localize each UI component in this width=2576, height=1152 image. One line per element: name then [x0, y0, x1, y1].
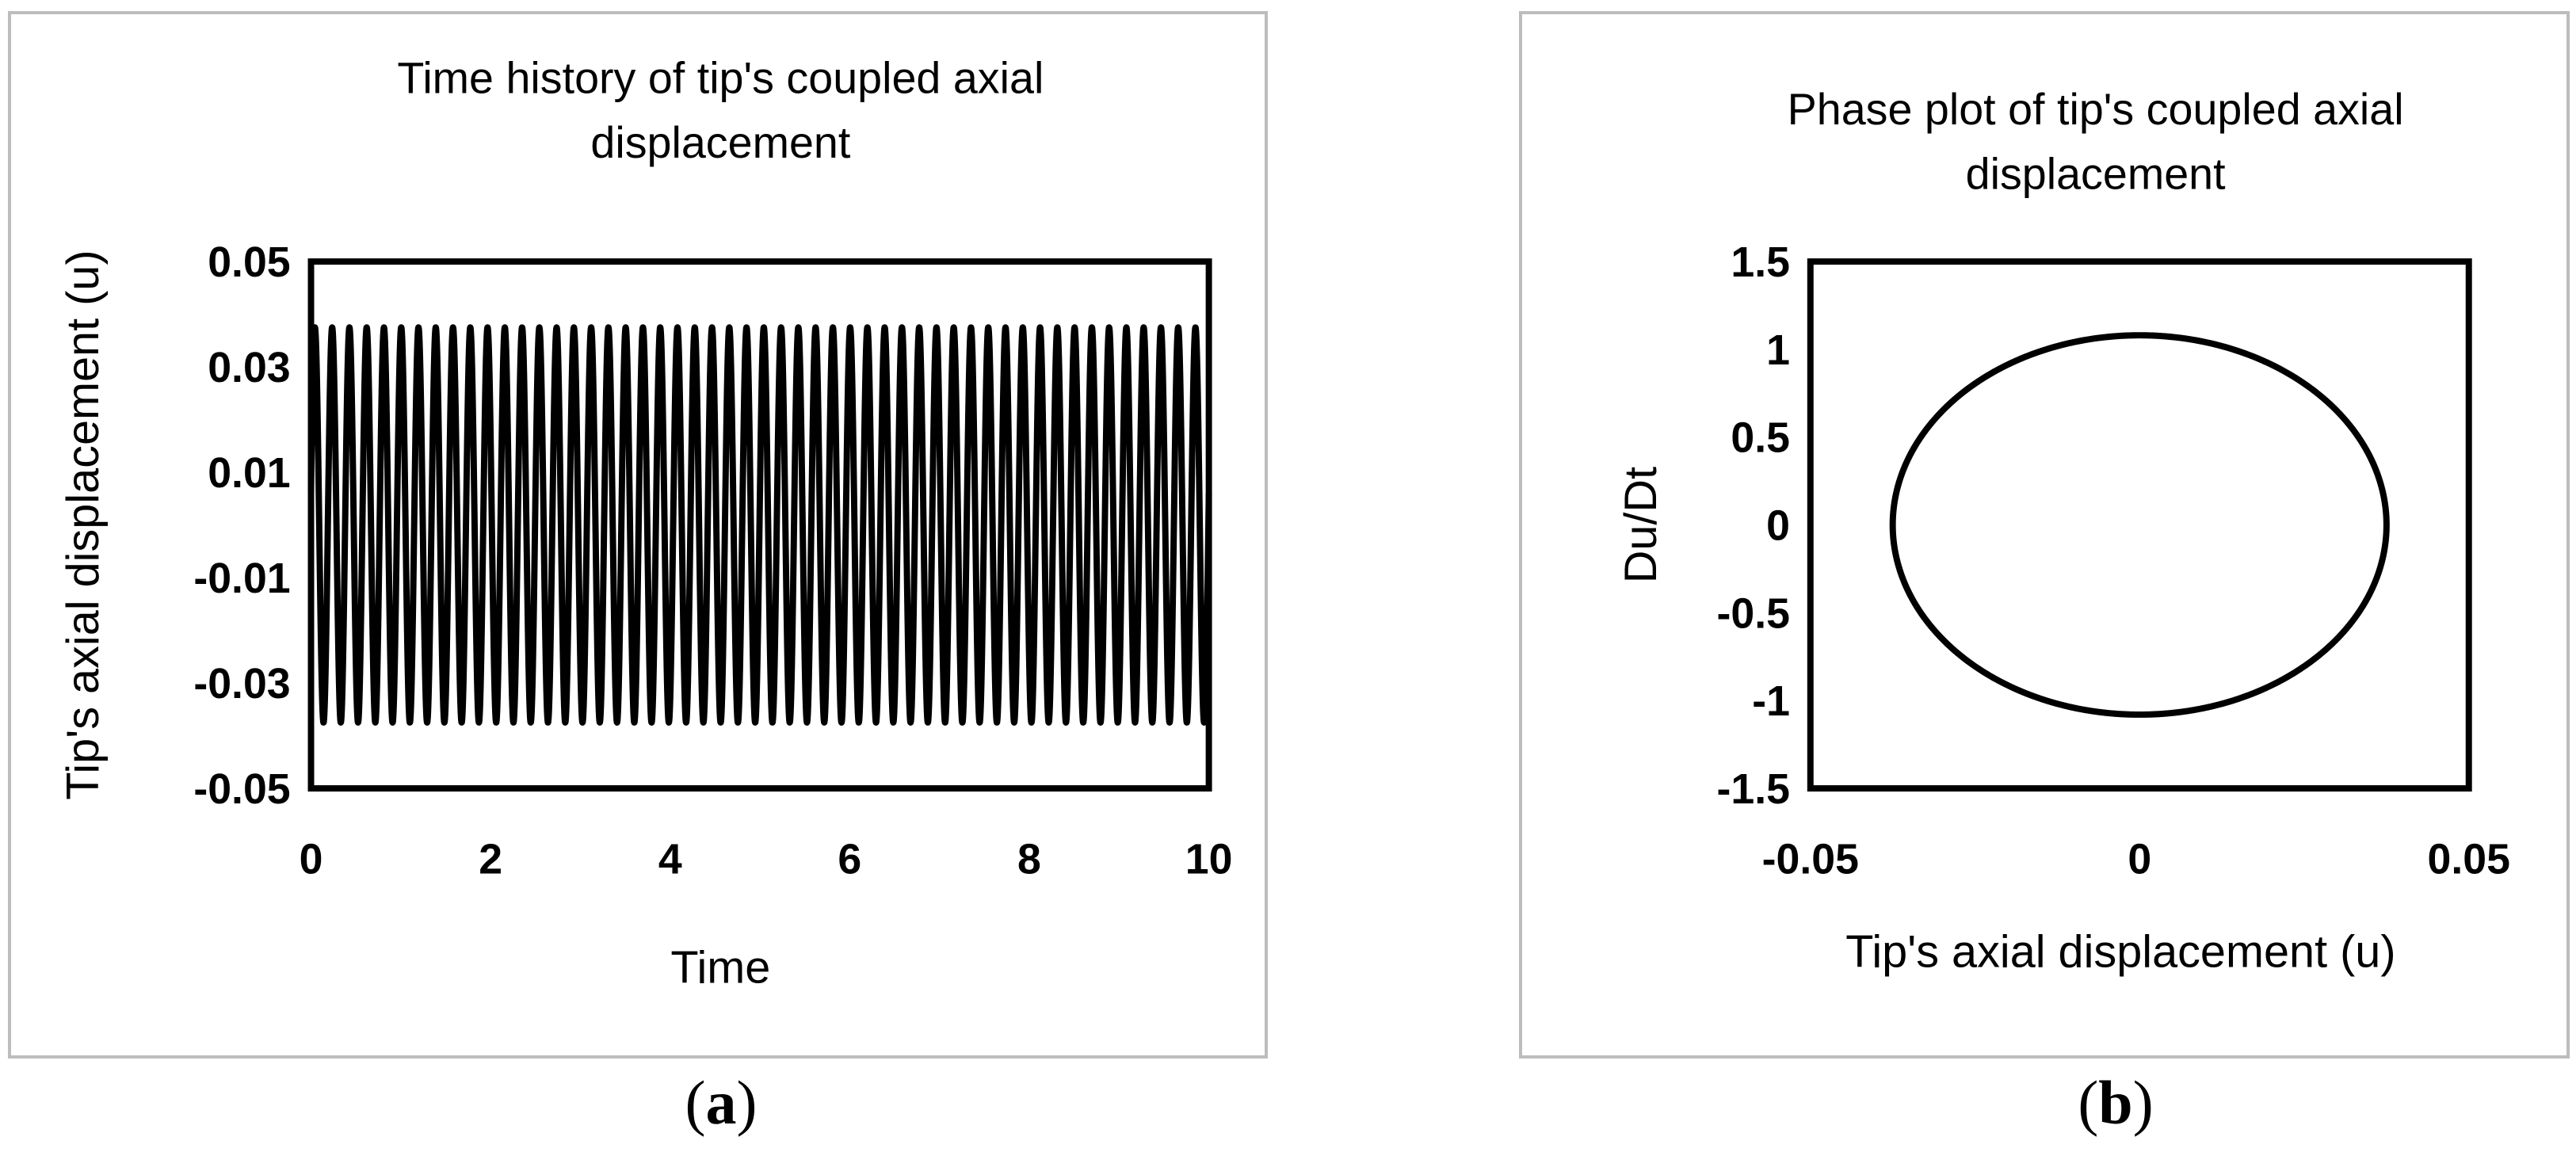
x-tick-label: 0: [300, 835, 323, 883]
y-tick-label: 0.01: [208, 449, 290, 497]
y-tick-label: -0.05: [193, 765, 290, 813]
y-axis-label: Du/Dt: [1616, 467, 1666, 583]
plot-frame: [307, 258, 1212, 792]
caption-a: (a): [685, 1068, 758, 1137]
x-axis-label: Tip's axial displacement (u): [1845, 927, 2395, 978]
x-tick-label: 8: [1017, 835, 1041, 883]
series-line: [1889, 332, 2390, 718]
y-tick-label: -1.5: [1716, 765, 1789, 813]
y-tick-label: 1.5: [1731, 238, 1790, 286]
x-tick-label: 10: [1185, 835, 1233, 883]
x-tick-label: 6: [838, 835, 861, 883]
y-tick-label: -0.01: [193, 555, 290, 602]
y-tick-label: 0.03: [208, 344, 290, 391]
time-history-chart: Time history of tip's coupled axial disp…: [58, 53, 1233, 994]
x-tick-label: 0.05: [2428, 835, 2510, 883]
x-tick-label: 2: [479, 835, 502, 883]
y-tick-label: 0.05: [208, 238, 290, 286]
phase-plot-chart: Phase plot of tip's coupled axial displa…: [1616, 85, 2510, 978]
chart-title-line-1: Time history of tip's coupled axial: [397, 53, 1044, 102]
y-tick-label: -0.03: [193, 660, 290, 708]
x-tick-label: -0.05: [1762, 835, 1859, 883]
y-tick-label: -0.5: [1716, 589, 1789, 637]
plot-frame: [1807, 258, 2472, 792]
caption-letter: b: [2098, 1068, 2133, 1137]
x-tick-label: 4: [658, 835, 682, 883]
y-tick-label: 0.5: [1731, 414, 1790, 462]
caption-b: (b): [2078, 1068, 2154, 1137]
y-tick-label: 0: [1766, 502, 1790, 549]
series-line: [307, 324, 1212, 726]
chart-panel-a: Time history of tip's coupled axial disp…: [8, 11, 1268, 1059]
x-axis-label: Time: [670, 943, 770, 994]
caption-letter: a: [705, 1068, 737, 1137]
y-axis-label: Tip's axial displacement (u): [58, 250, 109, 799]
chart-panel-b: Phase plot of tip's coupled axial displa…: [1519, 11, 2570, 1059]
chart-title-line-1: Phase plot of tip's coupled axial: [1788, 85, 2404, 134]
chart-title-line-2: displacement: [1966, 150, 2226, 199]
x-tick-label: 0: [2128, 835, 2151, 883]
y-tick-label: -1: [1752, 677, 1790, 725]
chart-title-line-2: displacement: [590, 118, 850, 167]
y-tick-label: 1: [1766, 326, 1790, 374]
